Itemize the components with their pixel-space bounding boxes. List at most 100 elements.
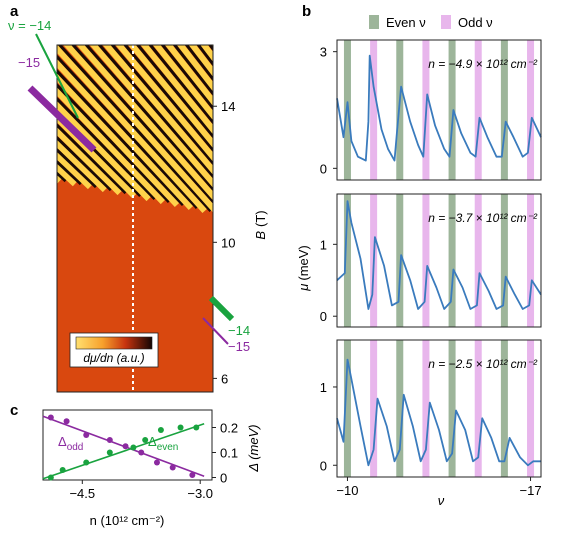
heatmap-dark-stripe (160, 45, 213, 111)
scatter-frame (42, 409, 213, 481)
line-subpanel-frame (336, 39, 542, 181)
scatter-point (189, 472, 196, 478)
scatter-xlabel: n (10¹² cm⁻²) (90, 513, 165, 528)
panel-label-c: c (10, 402, 18, 419)
heatmap-dark-stripe (330, 35, 490, 283)
heatmap-stripes (0, 35, 548, 304)
odd-band (370, 340, 378, 477)
line-xlabel: ν (438, 493, 445, 508)
odd-band (527, 40, 535, 180)
scatter-point (106, 449, 113, 456)
line-xtick-label: −10 (336, 483, 358, 498)
heatmap-bright-stripe (89, 45, 213, 188)
scatter-point (59, 467, 66, 473)
heatmap-bright-stripe (219, 35, 379, 253)
even-band (343, 194, 351, 327)
chemical-potential-curve (336, 358, 541, 467)
legend-even-label: Even ν (386, 15, 426, 30)
heatmap-dark-stripe (172, 45, 213, 96)
heatmap-bright-stripe (388, 35, 548, 304)
odd-band (370, 40, 378, 180)
odd-band (422, 340, 430, 477)
heatmap-bright-stripe (102, 45, 213, 175)
scatter-ytick-label: 0 (220, 471, 227, 486)
even-band (448, 40, 456, 180)
legend-odd-swatch (441, 15, 451, 29)
heatmap-ytick-label: 10 (221, 235, 235, 250)
scatter-point (153, 459, 160, 466)
legend: Even ν Odd ν (369, 15, 493, 30)
heatmap-dark-stripe (57, 54, 199, 210)
line-ytick-label: 0 (320, 458, 327, 473)
scatter-ylabel: Δ (meV) (246, 424, 261, 472)
heatmap-bright-stripe (57, 45, 207, 214)
heatmap-ytick-label: 6 (221, 371, 228, 386)
colorbar-gradient (75, 336, 153, 350)
line-ytick-label: 3 (320, 45, 327, 60)
heatmap-bright-stripe (0, 35, 13, 172)
annotation-nu-14-top: ν = −14 (8, 18, 51, 33)
scatter-point (122, 443, 129, 450)
scatter-point (47, 474, 54, 481)
line-ytick-label: 1 (320, 380, 327, 395)
heatmap-bright-stripe (63, 45, 213, 213)
heatmap-dark-stripe (225, 35, 385, 253)
series-label-even-main: Δ (148, 434, 157, 449)
scatter-panel: −4.5 −3.0 0.2 0.1 0 n (10¹² cm⁻²) Δ (meV) Δo… (42, 409, 261, 528)
heatmap-bright-stripe (57, 58, 194, 211)
heatmap-ylabel-unit: (T) (253, 210, 268, 227)
heatmap-bright-stripe (140, 45, 213, 135)
line-ylabel-unit: (meV) (296, 245, 311, 280)
density-annotation: n = −4.9 × 10¹² cm⁻² (428, 57, 538, 71)
line-xtick-label: −17 (520, 483, 542, 498)
heatmap-dark-stripe (0, 35, 3, 169)
odd-band (474, 340, 482, 477)
heatmap-dark-stripe (280, 35, 440, 268)
chemical-potential-curve (336, 54, 542, 162)
even-band (500, 40, 508, 180)
heatmap-bright-stripe (57, 139, 107, 193)
panel-label-b: b (302, 3, 311, 20)
heatmap-dark-stripe (97, 45, 213, 179)
scatter-point (83, 432, 90, 438)
scatter-point (157, 427, 164, 433)
heatmap-ylabel-var: B (253, 231, 268, 240)
scatter-point (193, 424, 200, 431)
even-band (396, 340, 404, 477)
legend-odd-label: Odd ν (458, 15, 493, 30)
heatmap-dark-stripe (57, 68, 185, 207)
colorbar-label: dμ/dn (a.u.) (83, 351, 144, 365)
annotation-nu-15-bottom: −15 (228, 339, 250, 354)
line-subpanel-frame (336, 193, 542, 328)
heatmap-dark-stripe (184, 45, 213, 82)
density-annotation: n = −3.7 × 10¹² cm⁻² (428, 211, 538, 225)
heatmap-frame (56, 44, 214, 393)
odd-band (527, 340, 535, 477)
heatmap-bright-stripe (57, 151, 93, 190)
heatmap-dark-stripe (196, 45, 213, 67)
scatter-point (63, 418, 70, 425)
heatmap-bright-stripe (57, 87, 166, 205)
line-ytick-label: 1 (320, 237, 327, 252)
annotation-line-nu-14-top (35, 33, 79, 119)
odd-band (527, 194, 535, 327)
legend-even-swatch (369, 15, 379, 29)
heatmap-bright-stripe (57, 100, 151, 202)
even-band (396, 194, 404, 327)
heatmap-dark-stripe (135, 45, 213, 139)
heatmap-dark-stripe (248, 35, 408, 259)
panel-label-a: a (10, 3, 19, 20)
heatmap-dark-stripe (358, 35, 518, 292)
heatmap-bright-stripe (188, 45, 213, 77)
annotation-bar-nu-15-top (27, 85, 97, 153)
scatter-ytick-label: 0.2 (220, 421, 238, 436)
line-subpanel: 1 0 n = −2.5 × 10¹² cm⁻² (320, 339, 542, 478)
heatmap-dark-stripe (57, 123, 127, 195)
heatmap-bright-stripe (127, 45, 213, 149)
heatmap-bright-stripe (164, 45, 213, 107)
scatter-content: −4.5 −3.0 0.2 0.1 0 (42, 414, 238, 501)
heatmap-dark-stripe (57, 83, 170, 204)
heatmap-bright-stripe (305, 35, 465, 277)
scatter-xtick-label: −4.5 (69, 486, 95, 501)
